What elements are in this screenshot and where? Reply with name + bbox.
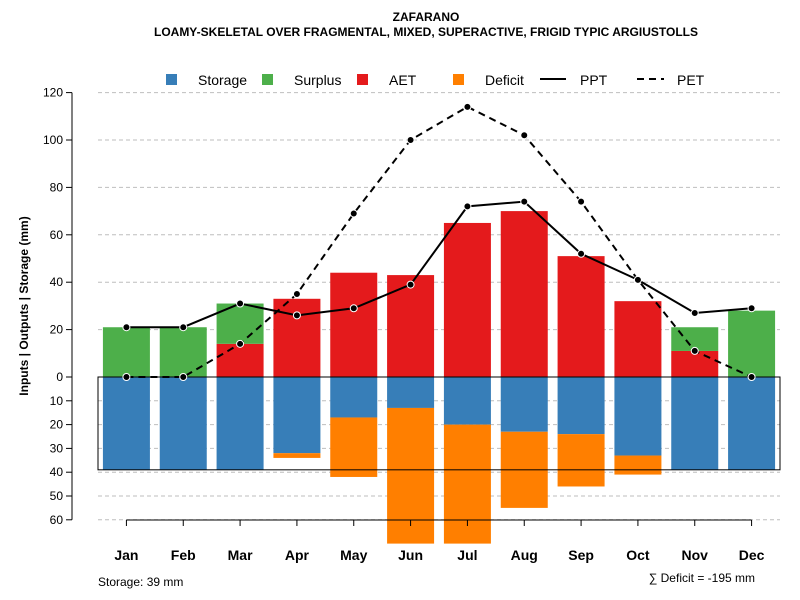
storage-footnote: Storage: 39 mm: [98, 575, 183, 589]
deficit-bar: [557, 434, 605, 487]
surplus-bar: [728, 310, 776, 377]
storage-legend-swatch: [166, 74, 177, 85]
pet-point: [747, 373, 756, 381]
y-tick-label: 40: [50, 465, 64, 479]
deficit-legend-swatch: [453, 74, 464, 85]
deficit-bar: [614, 455, 662, 475]
storage-bar: [614, 377, 662, 456]
storage-legend-label: Storage: [198, 72, 247, 88]
pet-point: [690, 346, 699, 355]
y-tick-label: 60: [50, 228, 64, 242]
surplus-bar: [159, 327, 207, 377]
ppt-point: [349, 304, 358, 313]
storage-bar: [557, 377, 605, 435]
deficit-bar: [330, 417, 378, 477]
pet-point: [179, 373, 188, 381]
x-tick-label: Sep: [568, 547, 594, 563]
y-tick-label: 80: [50, 180, 64, 194]
y-tick-label: 0: [56, 370, 63, 384]
surplus-legend-swatch: [262, 74, 273, 85]
lines: [97, 102, 781, 471]
ppt-point: [520, 197, 529, 206]
surplus-legend-label: Surplus: [294, 72, 341, 88]
aet-bar: [216, 343, 264, 377]
ppt-point: [747, 304, 756, 313]
aet-bar: [614, 301, 662, 377]
y-tick-label: 20: [50, 418, 64, 432]
deficit-sum-footnote: ∑ Deficit = -195 mm: [649, 571, 755, 585]
legend: Storage Surplus AET Deficit PPT PET: [166, 72, 705, 88]
pet-point: [122, 373, 131, 381]
x-tick-label: Jan: [114, 547, 138, 563]
pet-point: [577, 197, 586, 206]
pet-legend-label: PET: [677, 72, 705, 88]
bars: [102, 211, 776, 544]
storage-bar: [273, 377, 321, 454]
x-tick-label: Feb: [171, 547, 196, 563]
x-tick-label: Jul: [457, 547, 477, 563]
aet-bar: [671, 350, 719, 377]
storage-bar: [387, 377, 435, 408]
chart-subtitle: LOAMY-SKELETAL OVER FRAGMENTAL, MIXED, S…: [154, 25, 698, 39]
aet-legend-swatch: [357, 74, 368, 85]
ppt-point: [292, 311, 301, 320]
x-tick-label: May: [340, 547, 367, 563]
pet-line: [126, 105, 753, 378]
axes: 0 20 40 60 80 100 120 10 20 30 40 50 60 Jan Feb Mar Apr M…: [43, 86, 765, 563]
ppt-line: [126, 200, 752, 329]
storage-bar: [330, 377, 378, 418]
storage-bar: [671, 377, 719, 470]
aet-bar: [273, 298, 321, 377]
surplus-bar: [102, 327, 150, 377]
pet-point: [520, 131, 529, 140]
storage-bar: [216, 377, 264, 470]
x-tick-label: Apr: [285, 547, 310, 563]
aet-bar: [330, 272, 378, 377]
x-tick-label: Oct: [626, 547, 650, 563]
ppt-point: [406, 280, 415, 289]
ppt-point: [577, 249, 586, 258]
storage-bar: [159, 377, 207, 470]
y-tick-label: 60: [50, 513, 64, 527]
storage-bar: [443, 377, 491, 425]
aet-bar: [443, 222, 491, 377]
pet-point: [406, 136, 415, 144]
pet-point: [236, 339, 245, 348]
storage-bar: [728, 377, 776, 470]
y-tick-label: 20: [50, 323, 64, 337]
ppt-point: [690, 309, 699, 318]
aet-legend-label: AET: [389, 72, 417, 88]
y-axis-label: Inputs | Outputs | Storage (mm): [17, 216, 31, 395]
x-tick-label: Mar: [228, 547, 253, 563]
storage-bar: [102, 377, 150, 470]
ppt-point: [633, 275, 642, 284]
pet-point: [463, 102, 472, 111]
y-tick-label: 10: [50, 394, 64, 408]
gridlines: [98, 92, 780, 521]
surplus-bar: [671, 327, 719, 351]
y-tick-label: 30: [50, 441, 64, 455]
x-tick-label: Nov: [682, 547, 709, 563]
deficit-legend-label: Deficit: [485, 72, 524, 88]
aet-bar: [557, 256, 605, 377]
pet-point: [349, 209, 358, 218]
deficit-bar: [273, 453, 321, 458]
ppt-point: [122, 323, 131, 332]
chart-title: ZAFARANO: [393, 10, 460, 24]
x-tick-label: Jun: [398, 547, 423, 563]
storage-bar: [500, 377, 548, 432]
ppt-point: [236, 299, 245, 308]
x-tick-label: Dec: [739, 547, 765, 563]
y-tick-label: 120: [43, 86, 63, 100]
y-tick-label: 50: [50, 489, 64, 503]
ppt-point: [463, 202, 472, 211]
y-tick-label: 40: [50, 275, 64, 289]
pet-point: [292, 290, 301, 299]
y-tick-label: 100: [43, 133, 63, 147]
ppt-point: [179, 323, 188, 332]
ppt-legend-label: PPT: [580, 72, 608, 88]
aet-bar: [500, 211, 548, 377]
x-tick-label: Aug: [511, 547, 538, 563]
